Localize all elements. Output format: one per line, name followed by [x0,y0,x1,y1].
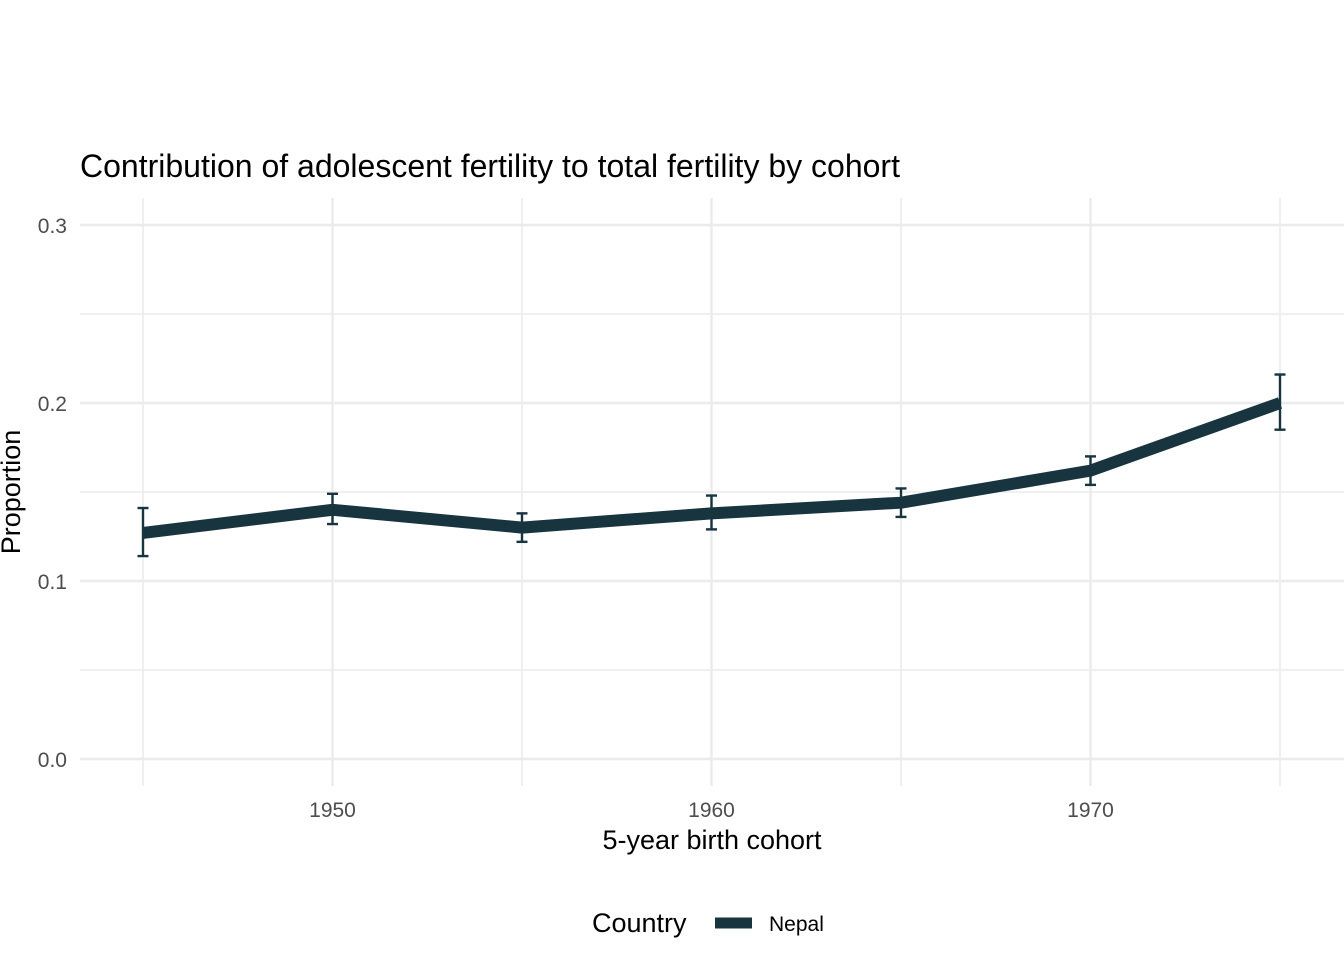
error-bar [706,494,717,531]
legend-label-nepal: Nepal [769,913,824,936]
error-bar [137,506,149,558]
grid [80,198,1344,786]
y-tick-label: 0.3 [38,215,67,238]
y-tick-label: 0.2 [38,393,67,416]
error-bar [327,492,338,526]
error-bar [1085,455,1096,487]
series-layer [137,373,1286,558]
chart-title: Contribution of adolescent fertility to … [80,148,900,184]
y-axis-title: Proportion [0,430,26,555]
x-axis: 1950 1960 1970 [309,799,1114,822]
error-bar [895,487,907,519]
x-tick-label: 1960 [688,799,735,822]
error-bar [516,512,528,544]
y-axis: 0.0 0.1 0.2 0.3 [38,215,67,772]
x-tick-label: 1950 [309,799,356,822]
y-tick-label: 0.1 [38,571,67,594]
x-axis-title: 5-year birth cohort [602,825,822,855]
y-tick-label: 0.0 [38,749,67,772]
x-tick-label: 1970 [1067,799,1114,822]
legend-title: Country [592,908,687,938]
error-bar [1274,373,1286,431]
legend: Country Nepal [592,908,824,938]
